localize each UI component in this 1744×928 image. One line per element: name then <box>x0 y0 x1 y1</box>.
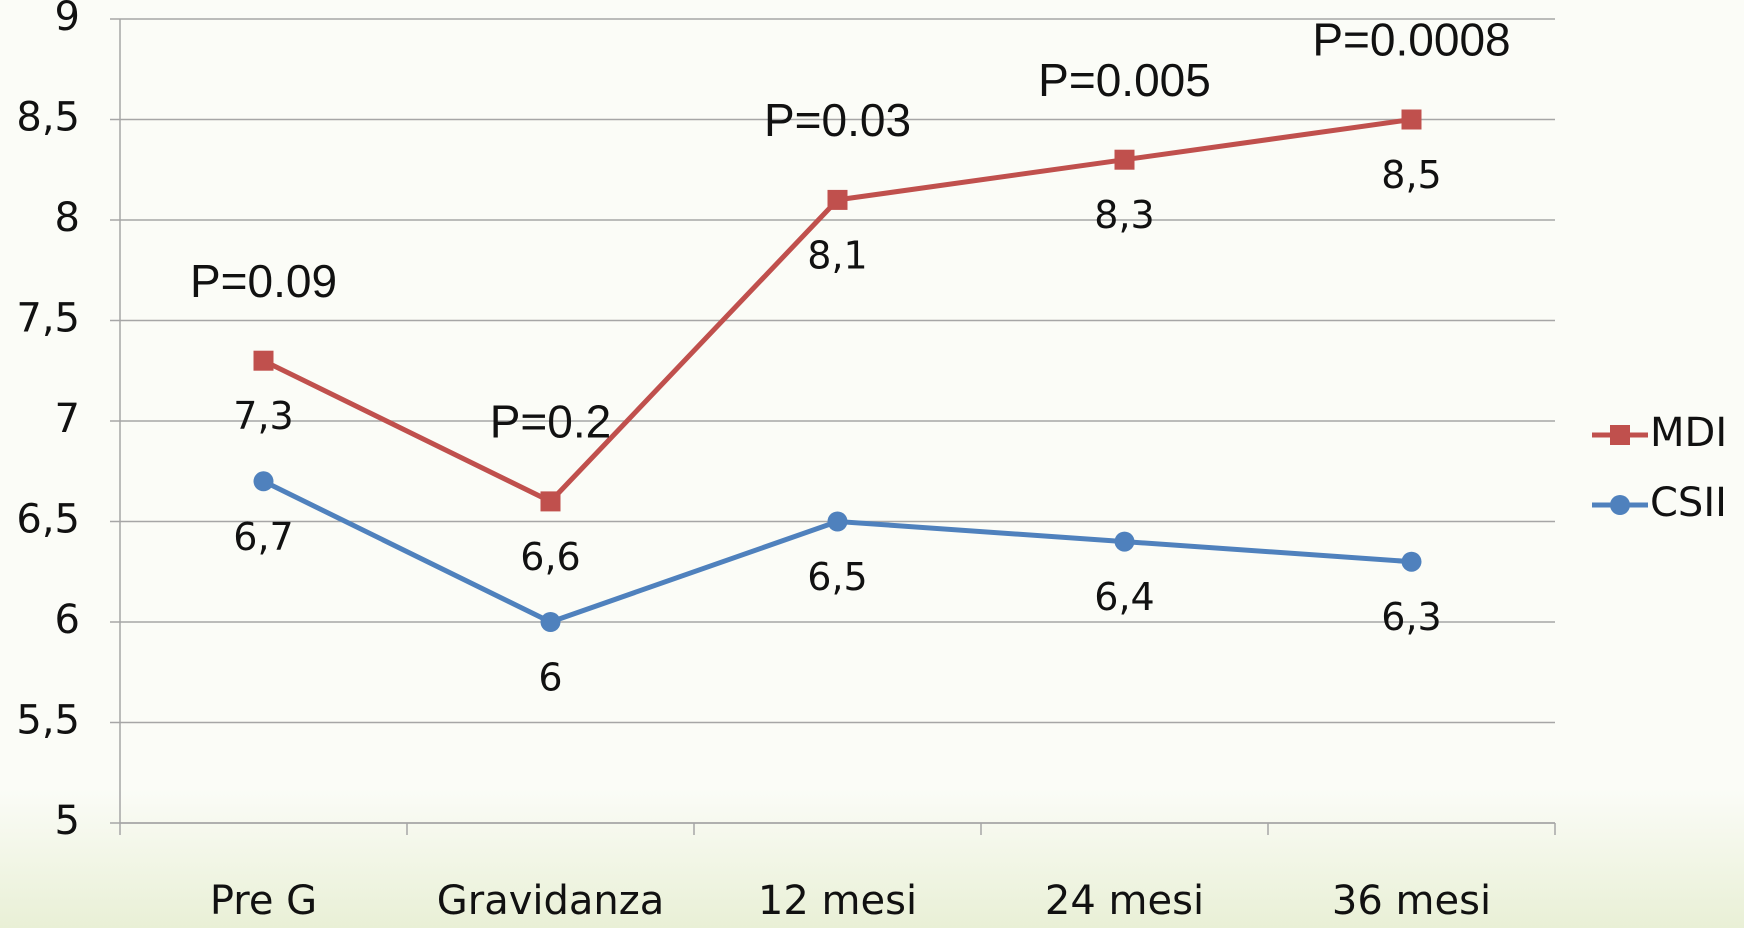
data-label: 6,3 <box>1381 595 1441 639</box>
annotation: P=0.005 <box>1038 54 1211 106</box>
chart: 5 5,5 6 6,5 7 7,5 8 8,5 9 Pre G Gravidanza 12 mesi 2… <box>0 0 1744 928</box>
legend-label: MDI <box>1650 410 1727 456</box>
data-label: 8,1 <box>807 233 867 277</box>
x-tick-label: Pre G <box>210 878 317 924</box>
data-point <box>828 512 848 532</box>
legend-marker <box>1610 495 1630 515</box>
annotation: P=0.0008 <box>1312 14 1510 66</box>
data-label: 6,7 <box>233 515 293 559</box>
data-label: 6,5 <box>807 555 867 599</box>
legend-marker <box>1610 425 1630 445</box>
data-point <box>541 491 561 511</box>
annotation: P=0.03 <box>764 94 911 146</box>
data-label: 6,4 <box>1094 575 1154 619</box>
annotation: P=0.2 <box>490 396 612 448</box>
annotation: P=0.09 <box>190 255 337 307</box>
data-point <box>254 471 274 491</box>
y-tick-label: 7 <box>55 396 80 442</box>
y-tick-label: 8 <box>55 195 80 241</box>
data-label: 6,6 <box>520 535 580 579</box>
data-point <box>541 612 561 632</box>
data-point <box>1402 552 1422 572</box>
legend-label: CSII <box>1650 480 1727 526</box>
data-label: 8,5 <box>1381 153 1441 197</box>
data-label: 7,3 <box>233 394 293 438</box>
y-tick-label: 7,5 <box>16 296 80 342</box>
data-point <box>1115 150 1135 170</box>
y-tick-label: 5,5 <box>16 698 80 744</box>
x-tick-label: 12 mesi <box>758 878 917 924</box>
data-label: 8,3 <box>1094 193 1154 237</box>
y-tick-label: 9 <box>55 0 80 40</box>
data-point <box>1115 532 1135 552</box>
x-tick-label: Gravidanza <box>437 878 665 924</box>
x-tick-label: 24 mesi <box>1045 878 1204 924</box>
data-point <box>1402 110 1422 130</box>
x-tick-label: 36 mesi <box>1332 878 1491 924</box>
data-point <box>254 351 274 371</box>
data-point <box>828 190 848 210</box>
page: 5 5,5 6 6,5 7 7,5 8 8,5 9 Pre G Gravidanza 12 mesi 2… <box>0 0 1744 928</box>
y-tick-label: 6,5 <box>16 497 80 543</box>
y-tick-label: 6 <box>55 597 80 643</box>
y-tick-label: 5 <box>55 798 80 844</box>
y-tick-label: 8,5 <box>16 95 80 141</box>
data-label: 6 <box>538 656 562 700</box>
